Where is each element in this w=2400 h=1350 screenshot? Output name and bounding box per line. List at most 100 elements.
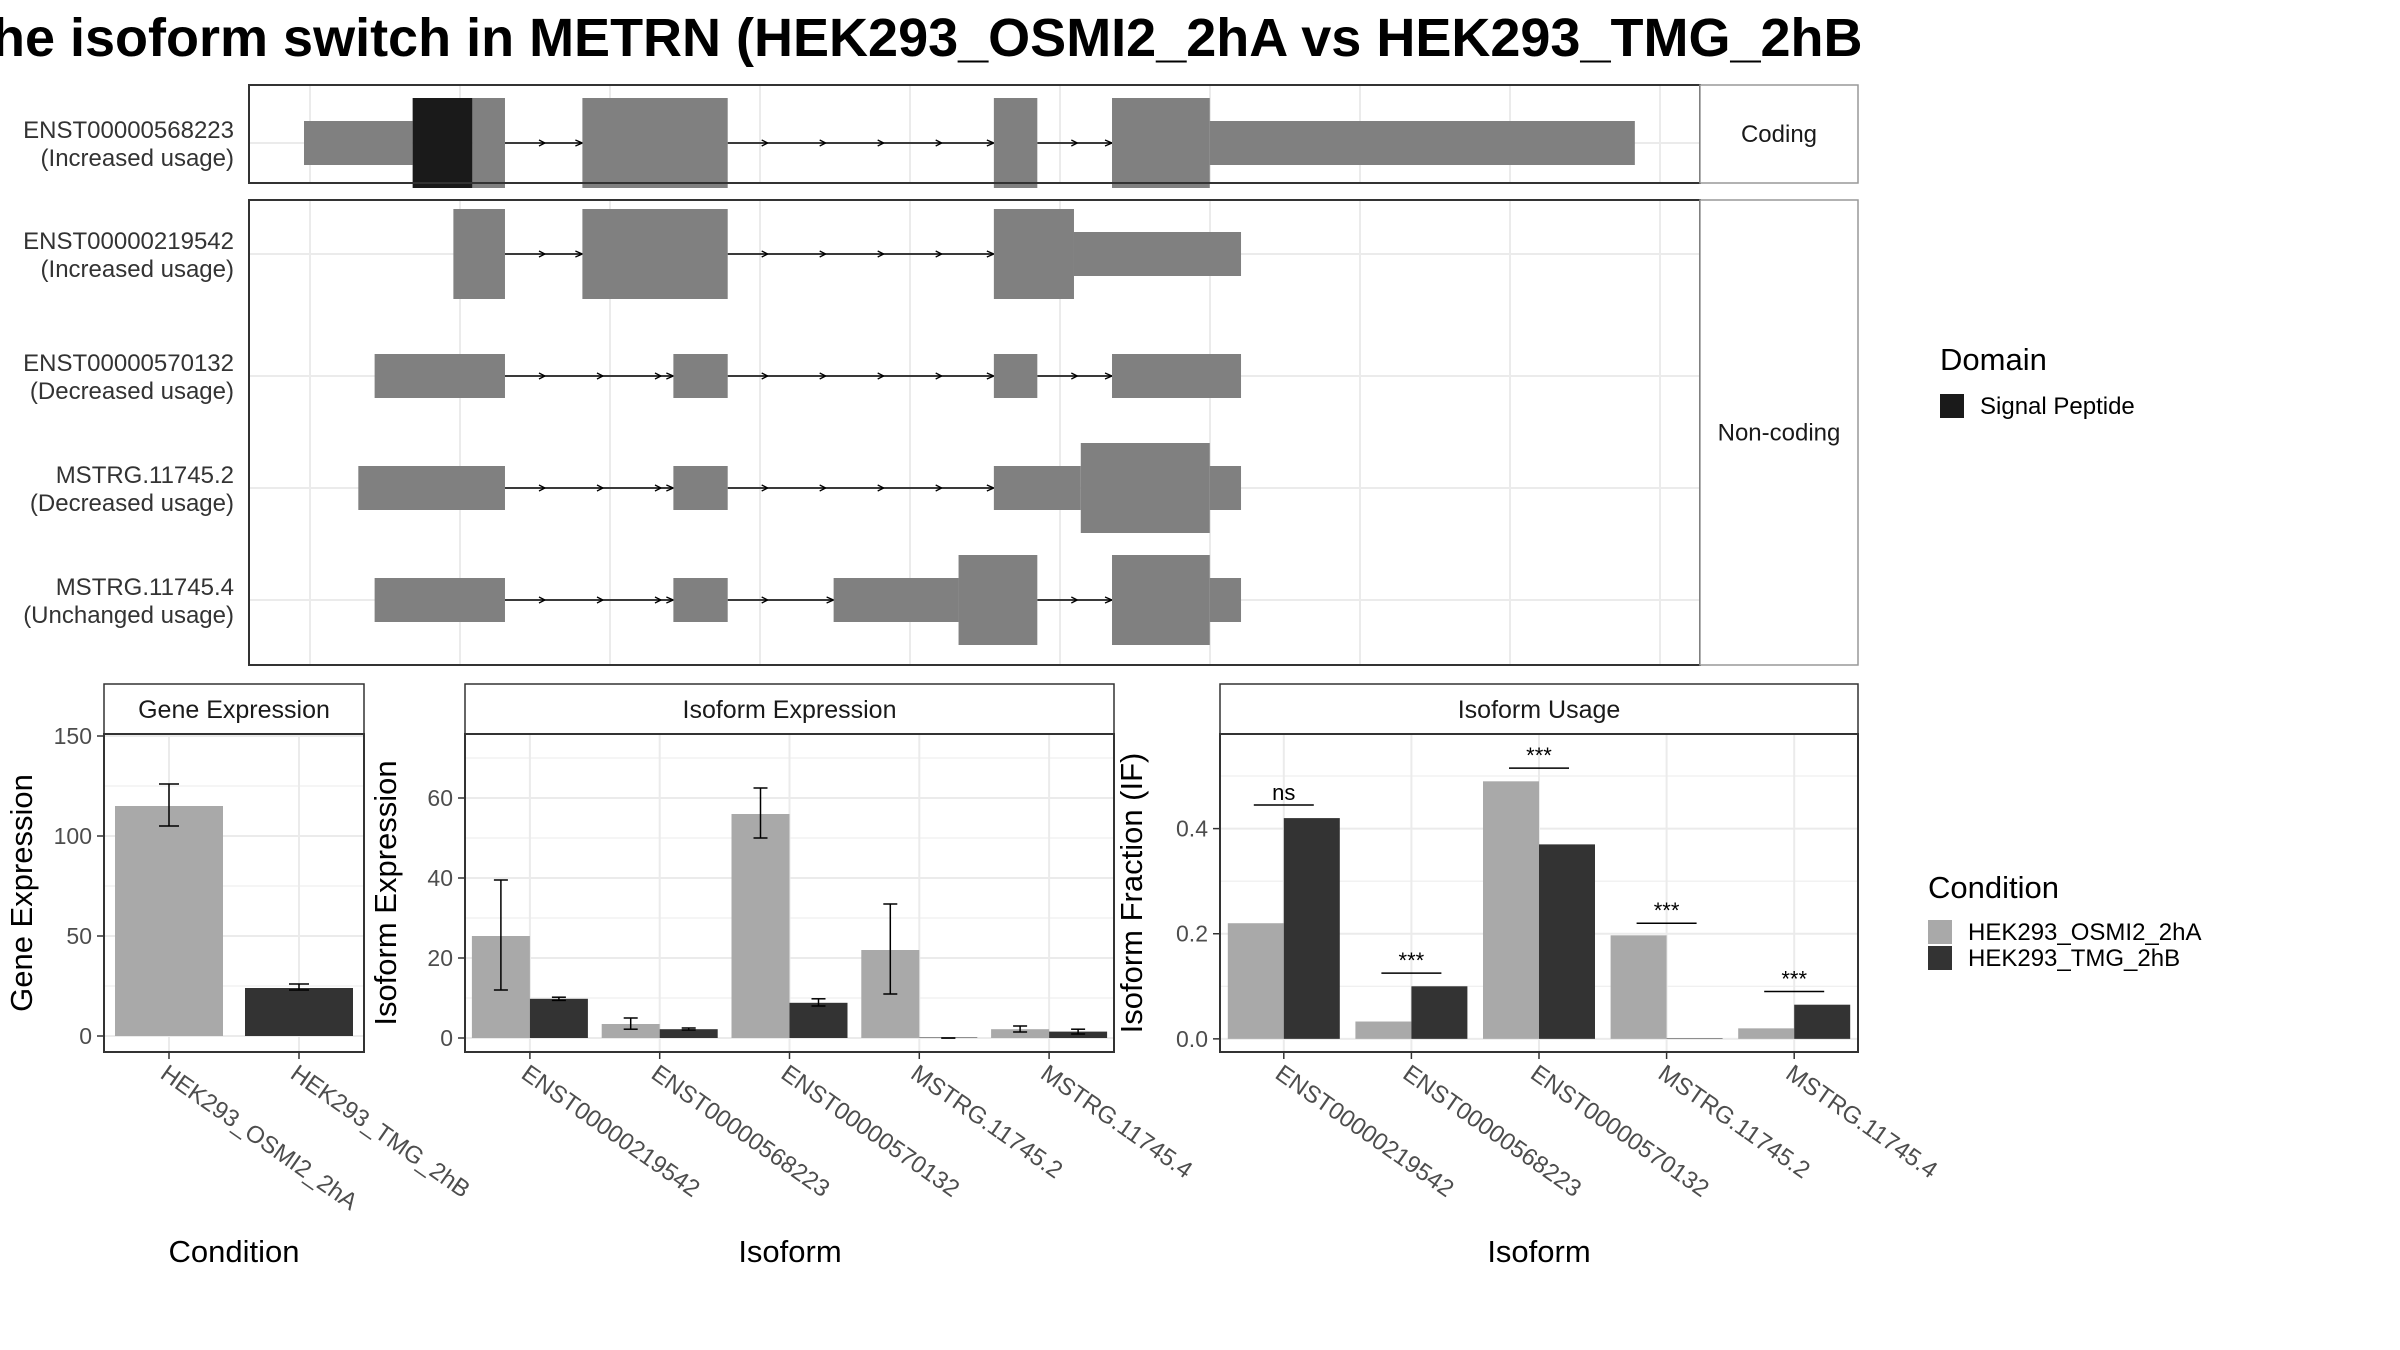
intron-arrow: [761, 139, 770, 147]
y-tick-label: 100: [54, 823, 92, 849]
intron-arrow: [654, 596, 663, 604]
transcript-id-label: MSTRG.11745.2: [56, 462, 234, 489]
facet-strip-label: Isoform Usage: [1458, 696, 1621, 724]
domain-legend-title: Domain: [1940, 342, 2047, 377]
facet-strip: [1699, 84, 1859, 184]
transcript-id-label: ENST00000568223: [23, 117, 234, 144]
y-tick-label: 40: [427, 865, 453, 891]
intron-arrow: [935, 139, 944, 147]
legend-key-label: Signal Peptide: [1980, 393, 2135, 420]
bar: [1666, 1038, 1723, 1039]
exon: [993, 466, 1081, 510]
exon: [472, 98, 505, 188]
exon: [993, 209, 1074, 299]
y-tick-label: 150: [54, 723, 92, 749]
intron-arrow: [877, 250, 886, 258]
exon: [374, 354, 505, 398]
bar: [1738, 1028, 1795, 1039]
transcript-usage-label: (Increased usage): [41, 145, 234, 172]
exon: [958, 555, 1038, 645]
exon: [993, 354, 1038, 398]
transcript-id-label: MSTRG.11745.4: [56, 574, 234, 601]
facet-strip: [464, 683, 1115, 735]
intron-arrow: [596, 484, 605, 492]
bar: [731, 814, 790, 1038]
exon: [304, 121, 413, 165]
intron-arrow: [538, 250, 547, 258]
bar: [601, 1024, 660, 1038]
exon: [673, 466, 728, 510]
exon: [673, 354, 728, 398]
bar: [1283, 818, 1340, 1039]
bar: [1794, 1004, 1851, 1039]
transcript-structure-panel: ENST00000568223(Increased usage) Coding EN…: [23, 84, 1859, 666]
transcript-usage-label: (Decreased usage): [30, 378, 234, 405]
y-tick-label: 0.4: [1176, 816, 1208, 842]
intron-arrow: [935, 372, 944, 380]
intron-arrow: [1071, 372, 1079, 380]
exon: [1209, 121, 1635, 165]
intron-arrow: [819, 139, 828, 147]
bar: [115, 806, 223, 1036]
exon: [1112, 354, 1242, 398]
significance-label: ***: [1526, 743, 1552, 768]
y-tick-label: 0.0: [1176, 1026, 1208, 1052]
significance-label: ***: [1654, 898, 1680, 923]
exon: [1209, 466, 1242, 510]
intron-arrow: [877, 484, 886, 492]
exon: [1080, 443, 1210, 533]
transcript-usage-label: (Unchanged usage): [23, 602, 234, 629]
bar: [1411, 986, 1468, 1039]
figure-title: he isoform switch in METRN (HEK293_OSMI2…: [0, 8, 1863, 68]
x-axis-title: Isoform: [1487, 1234, 1590, 1269]
bar-chart-panels: Gene Expression050100150HEK293_OSMI2_2hA…: [4, 683, 1942, 1269]
intron-arrow: [654, 372, 663, 380]
intron-arrow: [761, 250, 770, 258]
intron-arrow: [538, 139, 547, 147]
intron-arrow: [819, 250, 828, 258]
bar: [789, 1002, 848, 1038]
facet-strip-label: Non-coding: [1718, 420, 1841, 447]
x-axis-title: Isoform: [738, 1234, 841, 1269]
legend-key-swatch: [1928, 946, 1952, 970]
exon: [833, 578, 959, 622]
y-tick-label: 0: [79, 1023, 92, 1049]
legend-key-swatch: [1928, 920, 1952, 944]
exon: [1209, 578, 1242, 622]
intron-arrow: [761, 372, 770, 380]
intron-arrow: [654, 484, 663, 492]
intron-arrow: [538, 372, 547, 380]
bar: [1539, 844, 1595, 1039]
bar: [659, 1029, 718, 1038]
facet-strip: [1699, 199, 1859, 666]
exon: [673, 578, 728, 622]
bar: [991, 1029, 1050, 1038]
exon: [993, 98, 1038, 188]
intron-arrow: [761, 484, 770, 492]
y-tick-label: 20: [427, 945, 453, 971]
exon: [453, 209, 505, 299]
signal-peptide-domain: [412, 98, 473, 188]
exon: [1112, 555, 1210, 645]
panel-border: [103, 733, 365, 1053]
exon: [1073, 232, 1242, 276]
y-tick-label: 0: [440, 1025, 453, 1051]
bar: [1355, 1021, 1412, 1039]
intron-arrow: [596, 372, 605, 380]
y-axis-title: Isoform Fraction (IF): [1114, 753, 1149, 1034]
bar: [1049, 1031, 1108, 1038]
intron-arrow: [538, 596, 547, 604]
exon: [358, 466, 505, 510]
y-axis-title: Isoform Expression: [368, 760, 403, 1025]
facet-strip: [1219, 683, 1859, 735]
transcript-id-label: ENST00000219542: [23, 228, 234, 255]
exon: [1112, 98, 1210, 188]
bar: [1227, 923, 1284, 1039]
intron-arrow: [935, 484, 944, 492]
intron-arrow: [1071, 139, 1079, 147]
facet-strip-label: Coding: [1741, 121, 1817, 148]
intron-arrow: [935, 250, 944, 258]
intron-arrow: [819, 372, 828, 380]
facet-strip: [103, 683, 365, 735]
